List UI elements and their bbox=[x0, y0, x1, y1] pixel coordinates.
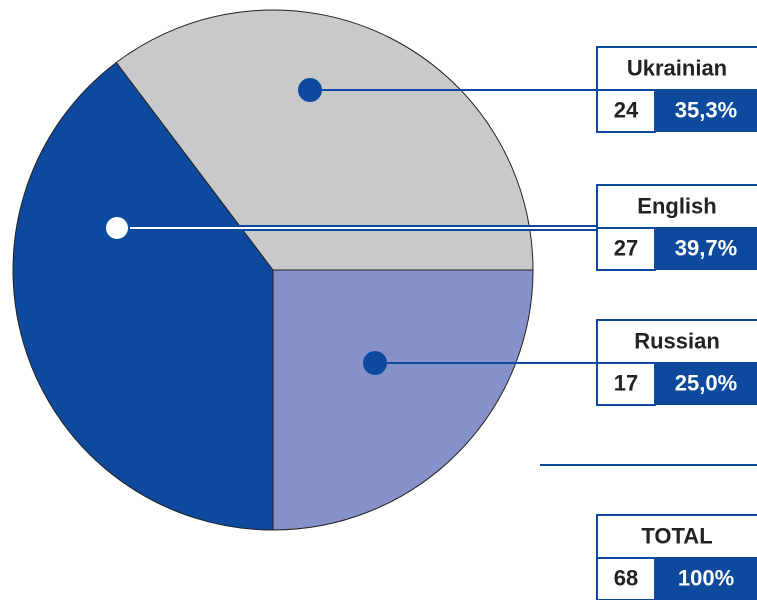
label-cell bbox=[596, 184, 757, 229]
count-label: 27 bbox=[614, 235, 638, 260]
pie-slice bbox=[272, 269, 534, 531]
category-label: TOTAL bbox=[641, 523, 712, 548]
share-label: 25,0% bbox=[675, 370, 737, 395]
category-label: English bbox=[637, 193, 716, 218]
category-label: Russian bbox=[634, 328, 720, 353]
count-label: 17 bbox=[614, 370, 638, 395]
pie-slice bbox=[115, 9, 534, 271]
share-label: 39,7% bbox=[675, 235, 737, 260]
share-cell bbox=[655, 363, 757, 405]
count-cell bbox=[596, 227, 656, 271]
share-cell bbox=[655, 228, 757, 270]
count-cell bbox=[596, 89, 656, 133]
count-label: 68 bbox=[614, 565, 638, 590]
marker-dot bbox=[298, 78, 322, 102]
marker-dot bbox=[104, 215, 130, 241]
label-cell bbox=[596, 46, 757, 91]
category-label: Ukrainian bbox=[627, 55, 727, 80]
count-cell bbox=[596, 362, 656, 406]
pie-slice bbox=[12, 61, 274, 531]
label-cell bbox=[596, 319, 757, 364]
share-cell bbox=[655, 90, 757, 132]
share-cell bbox=[655, 558, 757, 600]
share-label: 35,3% bbox=[675, 97, 737, 122]
marker-dot bbox=[363, 351, 387, 375]
share-label: 100% bbox=[678, 565, 734, 590]
count-label: 24 bbox=[614, 97, 639, 122]
count-cell bbox=[596, 557, 656, 600]
pie bbox=[12, 9, 534, 531]
label-cell bbox=[596, 514, 757, 559]
